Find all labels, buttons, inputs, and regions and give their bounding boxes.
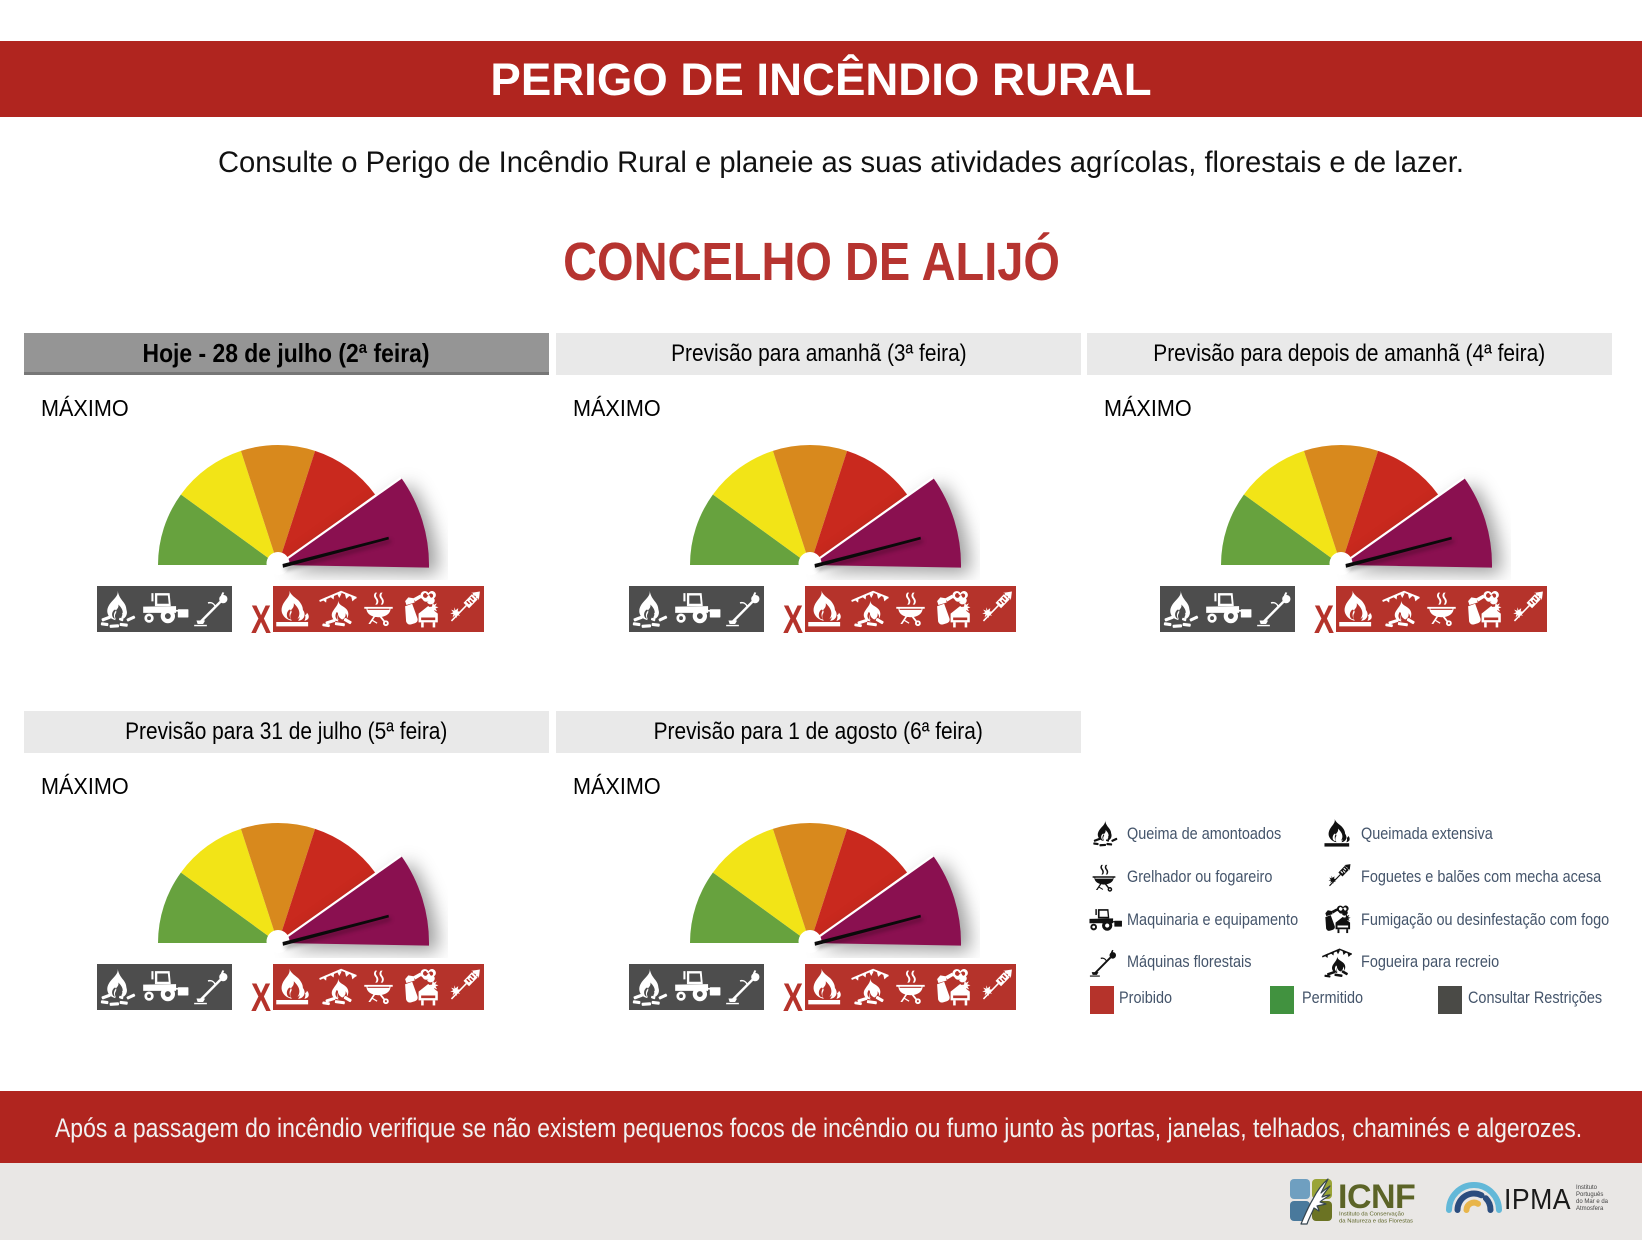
svg-text:IPMA: IPMA (1504, 1183, 1571, 1215)
svg-text:Instituto: Instituto (1576, 1185, 1598, 1191)
svg-text:Instituto da Conservação: Instituto da Conservação (1339, 1212, 1405, 1218)
svg-text:do Mar e da: do Mar e da (1576, 1199, 1609, 1205)
svg-text:Atmosfera: Atmosfera (1576, 1206, 1604, 1212)
svg-text:da Natureza e das Florestas: da Natureza e das Florestas (1339, 1219, 1413, 1225)
svg-text:ICNF: ICNF (1338, 1178, 1415, 1216)
svg-text:Português: Português (1576, 1192, 1603, 1198)
